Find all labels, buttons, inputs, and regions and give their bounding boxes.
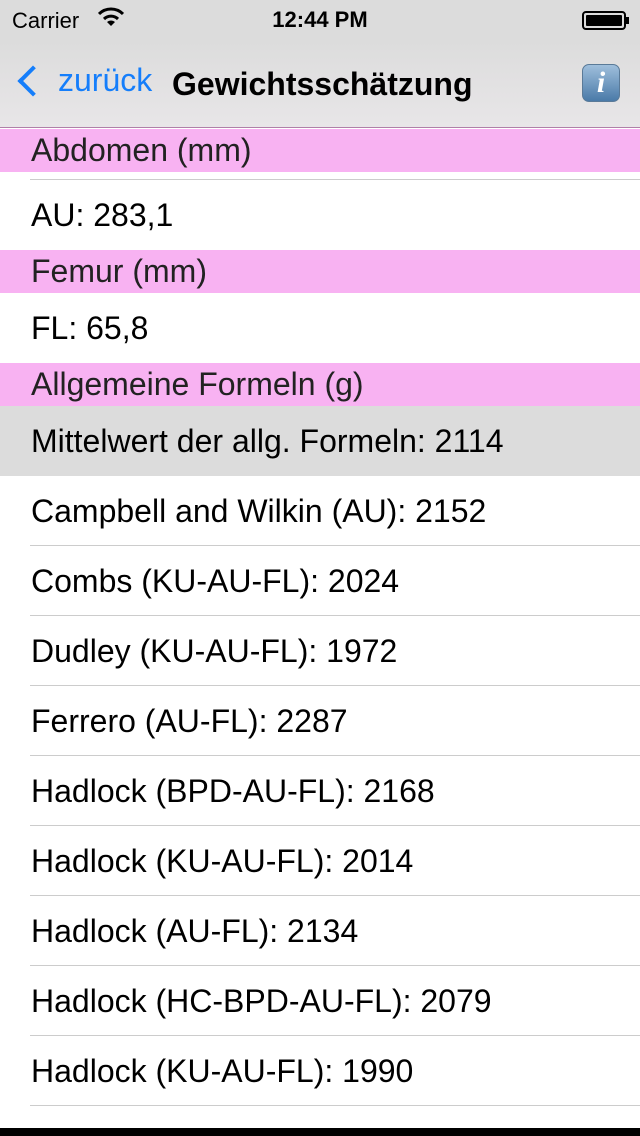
page-title: Gewichtsschätzung [172,66,473,102]
list-item[interactable]: Hadlock (AU-FL): 2134 [0,896,640,966]
status-bar: Carrier 12:44 PM [0,0,640,40]
carrier-label: Carrier [12,8,80,33]
list-item[interactable]: Campbell and Wilkin (AU): 2152 [0,476,640,546]
info-icon[interactable]: i [582,64,620,102]
section-header-formulas: Allgemeine Formeln (g) [0,363,640,406]
navigation-bar: zurück Gewichtsschätzung i [0,40,640,128]
section-header-abdomen: Abdomen (mm) [0,129,640,172]
list-item[interactable]: Combs (KU-AU-FL): 2024 [0,546,640,616]
femur-value-row[interactable]: FL: 65,8 [31,310,149,346]
list-item[interactable]: Hadlock (HC-BPD-AU-FL): 2079 [0,966,640,1036]
list-item[interactable]: Dudley (KU-AU-FL): 1972 [0,616,640,686]
section-header-femur: Femur (mm) [0,250,640,293]
list-item[interactable]: Hadlock (BPD-AU-FL): 2168 [0,756,640,826]
list-item[interactable]: Ferrero (AU-FL): 2287 [0,686,640,756]
bottom-bar [0,1128,640,1136]
results-list: Abdomen (mm) AU: 283,1 Femur (mm) FL: 65… [0,129,640,1106]
back-button[interactable]: zurück [14,62,152,99]
status-time: 12:44 PM [272,7,368,32]
list-item[interactable]: Hadlock (KU-AU-FL): 2014 [0,826,640,896]
abdomen-value-row[interactable]: AU: 283,1 [0,172,640,250]
battery-icon [582,11,629,30]
back-label: zurück [58,62,153,98]
list-item[interactable]: Hadlock (KU-AU-FL): 1990 [0,1036,640,1106]
wifi-icon [98,7,124,26]
mean-row[interactable]: Mittelwert der allg. Formeln: 2114 [0,406,640,476]
chevron-left-icon [17,64,49,97]
